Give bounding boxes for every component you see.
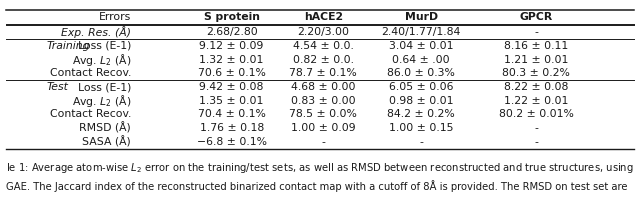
Text: le 1: Average atom-wise $L_2$ error on the training/test sets, as well as RMSD b: le 1: Average atom-wise $L_2$ error on t… bbox=[6, 161, 634, 192]
Text: 78.7 ± 0.1%: 78.7 ± 0.1% bbox=[289, 68, 357, 78]
Text: 0.83 ± 0.00: 0.83 ± 0.00 bbox=[291, 96, 355, 106]
Text: Training: Training bbox=[46, 41, 90, 51]
Text: Errors: Errors bbox=[99, 12, 131, 22]
Text: S protein: S protein bbox=[204, 12, 260, 22]
Text: 86.0 ± 0.3%: 86.0 ± 0.3% bbox=[387, 68, 455, 78]
Text: 84.2 ± 0.2%: 84.2 ± 0.2% bbox=[387, 109, 455, 120]
Text: GPCR: GPCR bbox=[520, 12, 553, 22]
Text: 0.98 ± 0.01: 0.98 ± 0.01 bbox=[389, 96, 453, 106]
Text: 2.40/1.77/1.84: 2.40/1.77/1.84 bbox=[381, 27, 461, 37]
Text: 80.2 ± 0.01%: 80.2 ± 0.01% bbox=[499, 109, 573, 120]
Text: Contact Recov.: Contact Recov. bbox=[50, 68, 131, 78]
Text: 9.12 ± 0.09: 9.12 ± 0.09 bbox=[200, 41, 264, 51]
Text: 2.68/2.80: 2.68/2.80 bbox=[206, 27, 257, 37]
Text: Test: Test bbox=[46, 82, 68, 92]
Text: Loss (E-1): Loss (E-1) bbox=[78, 41, 131, 51]
Text: 1.32 ± 0.01: 1.32 ± 0.01 bbox=[200, 55, 264, 65]
Text: 4.68 ± 0.00: 4.68 ± 0.00 bbox=[291, 82, 355, 92]
Text: 1.76 ± 0.18: 1.76 ± 0.18 bbox=[200, 123, 264, 133]
Text: −6.8 ± 0.1%: −6.8 ± 0.1% bbox=[196, 137, 267, 147]
Text: 2.20/3.00: 2.20/3.00 bbox=[297, 27, 349, 37]
Text: 70.6 ± 0.1%: 70.6 ± 0.1% bbox=[198, 68, 266, 78]
Text: Loss (E-1): Loss (E-1) bbox=[78, 82, 131, 92]
Text: 70.4 ± 0.1%: 70.4 ± 0.1% bbox=[198, 109, 266, 120]
Text: -: - bbox=[534, 123, 538, 133]
Text: 80.3 ± 0.2%: 80.3 ± 0.2% bbox=[502, 68, 570, 78]
Text: 1.22 ± 0.01: 1.22 ± 0.01 bbox=[504, 96, 568, 106]
Text: 8.16 ± 0.11: 8.16 ± 0.11 bbox=[504, 41, 568, 51]
Text: RMSD (Å): RMSD (Å) bbox=[79, 122, 131, 134]
Text: 3.04 ± 0.01: 3.04 ± 0.01 bbox=[389, 41, 453, 51]
Text: SASA (Å): SASA (Å) bbox=[83, 136, 131, 148]
Text: 0.64 ± .00: 0.64 ± .00 bbox=[392, 55, 450, 65]
Text: 78.5 ± 0.0%: 78.5 ± 0.0% bbox=[289, 109, 357, 120]
Text: -: - bbox=[321, 137, 325, 147]
Text: -: - bbox=[534, 137, 538, 147]
Text: 8.22 ± 0.08: 8.22 ± 0.08 bbox=[504, 82, 568, 92]
Text: Exp. Res. (Å): Exp. Res. (Å) bbox=[61, 26, 131, 38]
Text: 1.35 ± 0.01: 1.35 ± 0.01 bbox=[200, 96, 264, 106]
Text: -: - bbox=[534, 27, 538, 37]
Text: 1.21 ± 0.01: 1.21 ± 0.01 bbox=[504, 55, 568, 65]
Text: Contact Recov.: Contact Recov. bbox=[50, 109, 131, 120]
Text: 0.82 ± 0.0.: 0.82 ± 0.0. bbox=[292, 55, 354, 65]
Text: 1.00 ± 0.09: 1.00 ± 0.09 bbox=[291, 123, 355, 133]
Text: Avg. $L_2$ (Å): Avg. $L_2$ (Å) bbox=[72, 52, 131, 68]
Text: 9.42 ± 0.08: 9.42 ± 0.08 bbox=[200, 82, 264, 92]
Text: hACE2: hACE2 bbox=[303, 12, 343, 22]
Text: MurD: MurD bbox=[404, 12, 438, 22]
Text: 1.00 ± 0.15: 1.00 ± 0.15 bbox=[389, 123, 453, 133]
Text: Avg. $L_2$ (Å): Avg. $L_2$ (Å) bbox=[72, 93, 131, 109]
Text: -: - bbox=[419, 137, 423, 147]
Text: 4.54 ± 0.0.: 4.54 ± 0.0. bbox=[292, 41, 354, 51]
Text: 6.05 ± 0.06: 6.05 ± 0.06 bbox=[389, 82, 453, 92]
